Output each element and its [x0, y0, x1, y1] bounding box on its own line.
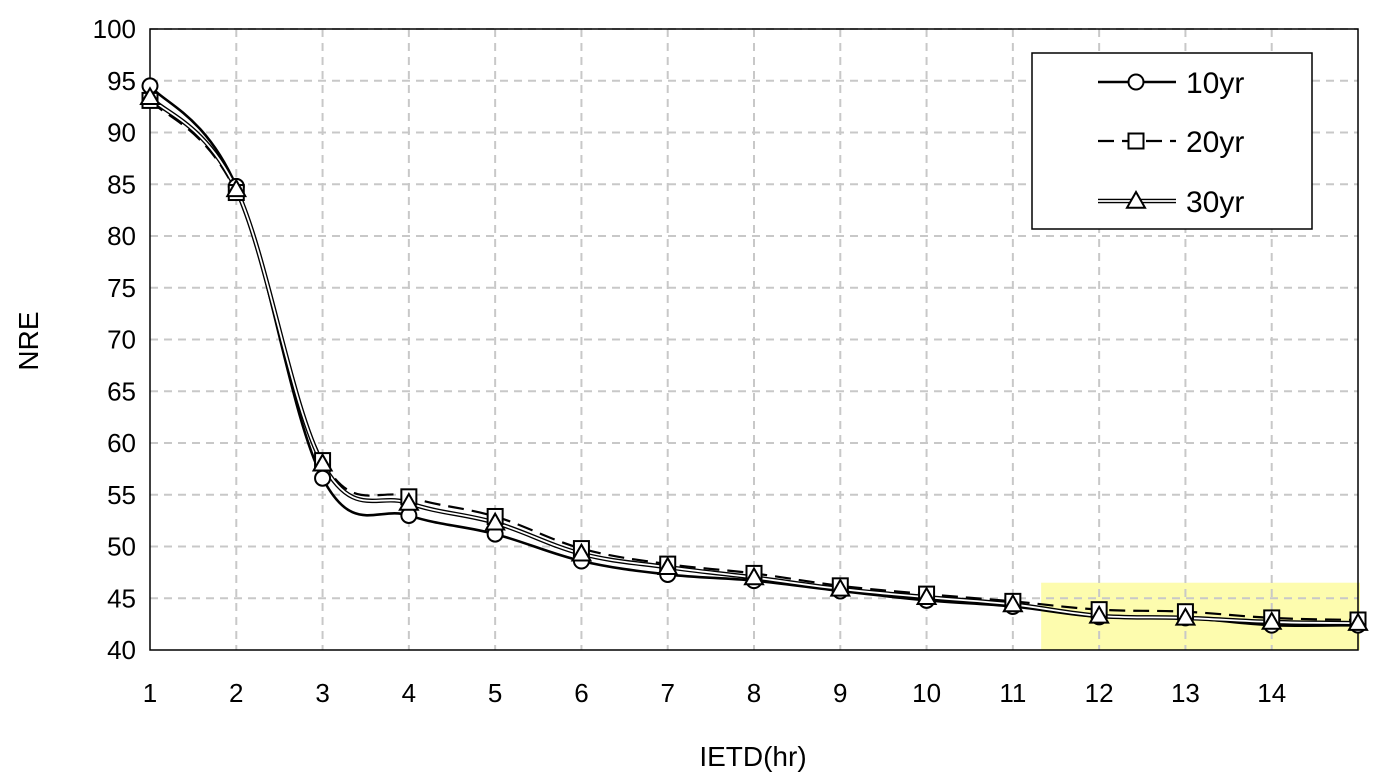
series-markers [139, 77, 1369, 634]
data-point-30yr [570, 542, 593, 562]
y-tick-label: 65 [107, 376, 136, 406]
y-tick-label: 75 [107, 273, 136, 303]
y-tick-label: 95 [107, 66, 136, 96]
y-tick-label: 60 [107, 428, 136, 458]
x-tick-label: 3 [315, 678, 329, 708]
data-point-30yr [1088, 604, 1110, 624]
data-point-30yr [1260, 611, 1283, 630]
data-point-30yr [1174, 606, 1197, 626]
x-tick-label: 10 [912, 678, 941, 708]
legend-label: 30yr [1186, 186, 1244, 219]
data-point-30yr [743, 566, 765, 586]
data-point-30yr [484, 511, 506, 531]
series-line-30yr-inner [149, 96, 1359, 624]
y-tick-label: 100 [93, 14, 136, 44]
x-tick-label: 1 [143, 678, 157, 708]
x-tick-label: 12 [1085, 678, 1114, 708]
x-tick-label: 9 [833, 678, 847, 708]
legend-marker-20yr [1127, 132, 1145, 150]
y-axis-title: NRE [13, 311, 44, 370]
data-point-30yr [829, 577, 852, 597]
x-tick-label: 11 [999, 678, 1026, 708]
data-point-30yr [656, 556, 679, 575]
legend-label: 20yr [1186, 126, 1244, 159]
y-tick-label: 90 [107, 118, 136, 148]
x-tick-label: 2 [229, 678, 243, 708]
legend-label: 10yr [1186, 67, 1244, 100]
x-axis-title: IETD(hr) [699, 741, 806, 772]
x-tick-label: 5 [488, 678, 502, 708]
x-tick-label: 7 [660, 678, 674, 708]
x-tick-label: 6 [574, 678, 588, 708]
x-tick-label: 14 [1257, 678, 1286, 708]
y-tick-label: 70 [107, 325, 136, 355]
data-point-30yr [915, 586, 938, 605]
series-line-20yr [149, 99, 1359, 622]
data-point-30yr [1002, 593, 1024, 613]
axes [149, 28, 1359, 651]
data-point-30yr [311, 452, 334, 472]
x-tick-label: 13 [1171, 678, 1200, 708]
y-tick-label: 40 [107, 635, 136, 665]
x-tick-label: 4 [402, 678, 416, 708]
legend: 10yr 20yr 30yr [1031, 52, 1313, 230]
plot-border [149, 28, 1359, 651]
x-tick-label: 8 [747, 678, 761, 708]
data-point-30yr [225, 178, 248, 198]
legend-marker-30yr [1125, 189, 1147, 209]
y-tick-label: 85 [107, 169, 136, 199]
data-point-30yr [139, 86, 161, 106]
data-point-30yr [398, 492, 420, 511]
legend-marker-10yr [1127, 73, 1145, 91]
series-lines [148, 85, 1359, 628]
data-point-10yr [314, 469, 332, 487]
y-tick-label: 50 [107, 532, 136, 562]
y-tick-label: 45 [107, 583, 136, 613]
y-tick-label: 55 [107, 480, 136, 510]
data-point-30yr [1347, 612, 1369, 631]
y-tick-label: 80 [107, 221, 136, 251]
